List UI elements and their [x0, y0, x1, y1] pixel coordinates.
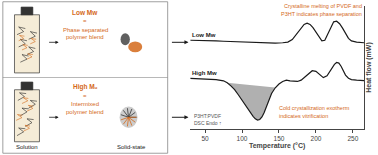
svg-text:=: = [83, 93, 87, 99]
svg-text:P3HT:PVDFDSC Endo ↑: P3HT:PVDFDSC Endo ↑ [194, 113, 222, 126]
svg-text:Solution: Solution [16, 144, 38, 150]
svg-text:polymer blend: polymer blend [66, 34, 104, 40]
svg-text:100: 100 [237, 135, 248, 142]
svg-text:polymer blend: polymer blend [66, 109, 104, 115]
svg-text:=: = [83, 18, 87, 24]
svg-text:High Mw: High Mw [192, 70, 217, 76]
svg-text:50: 50 [201, 135, 209, 142]
svg-text:Temperature (°C): Temperature (°C) [249, 142, 305, 150]
svg-text:250: 250 [347, 135, 358, 142]
svg-text:Cold crystallization exotherm: Cold crystallization exotherm [279, 105, 350, 111]
svg-text:Intermixed: Intermixed [71, 101, 99, 107]
svg-text:P3HT indicates phase separatio: P3HT indicates phase separation [281, 11, 362, 17]
svg-text:150: 150 [274, 135, 285, 142]
svg-text:High Mᵤ: High Mᵤ [73, 83, 98, 91]
svg-text:200: 200 [311, 135, 322, 142]
svg-text:Phase separated: Phase separated [63, 27, 108, 33]
svg-text:indicates vitrification: indicates vitrification [279, 113, 328, 119]
svg-text:Low Mw: Low Mw [72, 9, 98, 16]
svg-text:Solid-state: Solid-state [117, 144, 146, 150]
svg-text:Crystalline melting of PVDF an: Crystalline melting of PVDF and [284, 3, 362, 9]
svg-text:Heat flow (mW): Heat flow (mW) [365, 42, 373, 93]
svg-text:Low Mw: Low Mw [192, 32, 216, 38]
